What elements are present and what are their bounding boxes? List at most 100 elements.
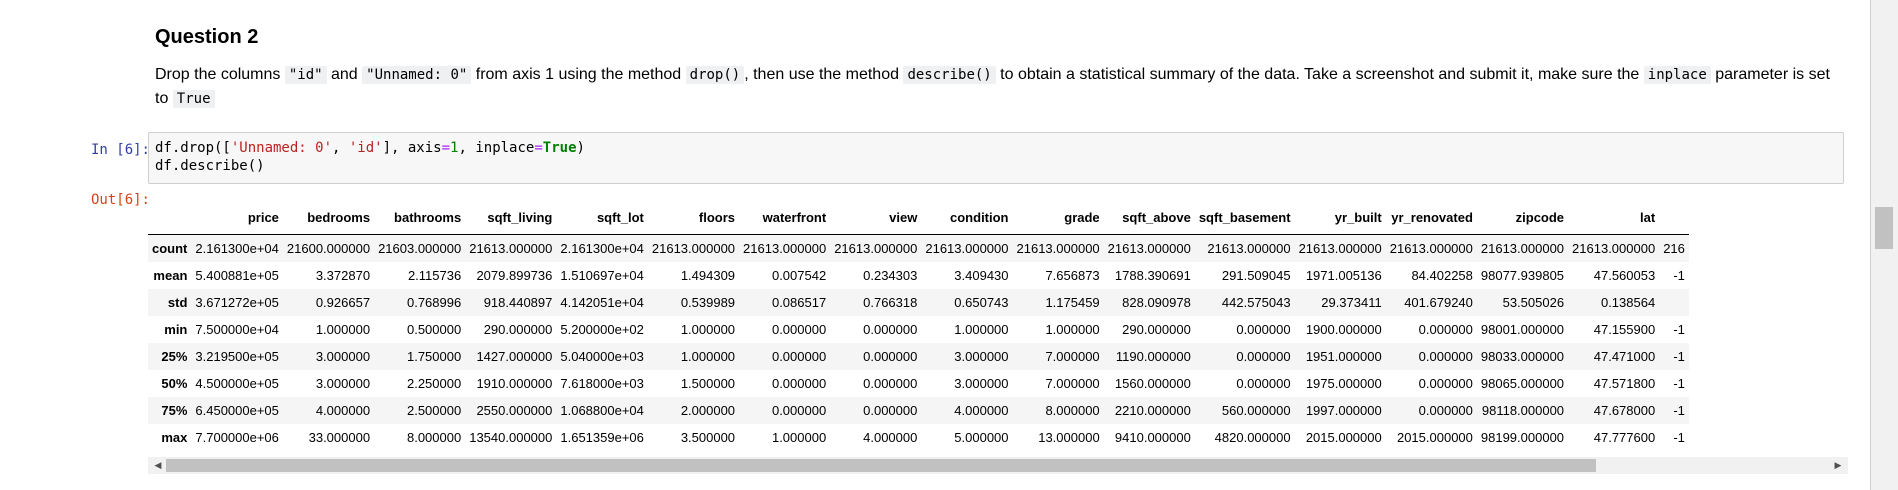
- table-cell: 291.509045: [1221, 268, 1291, 283]
- column-header: bedrooms: [282, 200, 375, 235]
- table-cell: 0.000000: [1418, 403, 1473, 418]
- instructions-paragraph: Drop the columns "id" and "Unnamed: 0" f…: [155, 63, 1845, 111]
- table-cell: 3.219500e+05: [195, 349, 279, 364]
- table-cell: 21600.000000: [286, 241, 371, 256]
- code-input[interactable]: df.drop(['Unnamed: 0', 'id'], axis=1, in…: [148, 132, 1844, 184]
- table-cell: 1.000000: [954, 322, 1009, 337]
- scroll-right-icon[interactable]: ▶: [1834, 460, 1842, 470]
- table-cell: [1659, 289, 1689, 316]
- column-header: floors: [647, 200, 740, 235]
- inline-code: "id": [284, 66, 327, 84]
- table-cell: 98118.000000: [1481, 403, 1565, 418]
- string-token: 'id': [348, 140, 383, 156]
- horizontal-scroll-thumb[interactable]: [166, 459, 1596, 472]
- column-header: lat: [1568, 200, 1660, 235]
- table-cell: 0.768996: [406, 295, 462, 310]
- table-cell: 918.440897: [483, 295, 553, 310]
- paragraph-text: , then use the method: [744, 66, 904, 83]
- table-cell: 0.000000: [1236, 376, 1291, 391]
- describe-table: price bedrooms bathrooms sqft_living sqft_lo…: [148, 200, 1689, 451]
- table-cell: -1: [1673, 322, 1685, 337]
- table-cell: 1788.390691: [1114, 268, 1191, 283]
- table-cell: 47.571800: [1593, 376, 1656, 391]
- code-line-2: df.describe(): [155, 158, 265, 174]
- table-cell: 21613.000000: [1389, 241, 1473, 256]
- column-header: yr_renovated: [1385, 200, 1477, 235]
- inline-code: inplace: [1643, 66, 1711, 84]
- horizontal-scrollbar[interactable]: ◀ ▶: [148, 457, 1848, 474]
- table-cell: 7.656873: [1045, 268, 1100, 283]
- table-row: 25% 3.219500e+05 3.000000 1.750000 1427.0000…: [148, 343, 1689, 370]
- table-cell: 4.000000: [315, 403, 371, 418]
- table-cell: 0.000000: [771, 403, 827, 418]
- number-token: 1: [450, 140, 459, 156]
- output-area: price bedrooms bathrooms sqft_living sqft_lo…: [148, 200, 1848, 475]
- inline-code: "Unnamed: 0": [362, 66, 472, 84]
- table-cell: 8.000000: [406, 430, 462, 445]
- table-cell: 21613.000000: [1298, 241, 1382, 256]
- table-cell: 3.000000: [315, 349, 371, 364]
- table-cell: 7.618000e+03: [560, 376, 644, 391]
- table-cell: 33.000000: [308, 430, 371, 445]
- table-cell: 47.777600: [1593, 430, 1656, 445]
- table-cell: 2.250000: [406, 376, 462, 391]
- table-cell: 1951.000000: [1305, 349, 1382, 364]
- scroll-left-icon[interactable]: ◀: [154, 460, 162, 470]
- table-cell: 1.175459: [1045, 295, 1100, 310]
- operator-token: =: [441, 140, 451, 156]
- table-cell: 21613.000000: [1572, 241, 1656, 256]
- paragraph-text: to obtain a statistical summary of the d…: [995, 66, 1644, 83]
- row-label: count: [152, 241, 188, 256]
- table-cell: 442.575043: [1221, 295, 1291, 310]
- table-cell: 4.000000: [863, 430, 918, 445]
- table-cell: 0.007542: [771, 268, 827, 283]
- table-cell: 290.000000: [1122, 322, 1191, 337]
- table-cell: 3.409430: [954, 268, 1009, 283]
- table-cell: 84.402258: [1411, 268, 1473, 283]
- table-cell: 290.000000: [483, 322, 553, 337]
- table-cell: 0.234303: [863, 268, 918, 283]
- table-cell: 47.155900: [1593, 322, 1656, 337]
- table-cell: -1: [1673, 349, 1685, 364]
- keyword-token: True: [542, 140, 577, 156]
- vertical-scrollbar[interactable]: [1871, 0, 1898, 490]
- row-label: 25%: [161, 349, 188, 364]
- operator-token: =: [534, 140, 543, 156]
- table-cell: 98001.000000: [1480, 322, 1565, 337]
- table-cell: 1190.000000: [1115, 349, 1191, 364]
- output-prompt: Out[6]:: [90, 192, 150, 208]
- table-cell: 1.500000: [680, 376, 736, 391]
- table-cell: 4.142051e+04: [560, 295, 644, 310]
- table-cell: 21613.000000: [469, 241, 553, 256]
- code-token: ): [576, 140, 585, 156]
- code-token: ,: [332, 140, 349, 156]
- table-row: 75% 6.450000e+05 4.000000 2.500000 2550.0000…: [148, 397, 1689, 424]
- table-cell: 0.766318: [863, 295, 918, 310]
- inline-code: describe(): [903, 66, 996, 84]
- table-cell: 560.000000: [1221, 403, 1291, 418]
- table-cell: 5.000000: [954, 430, 1009, 445]
- code-token: ], axis: [382, 140, 442, 156]
- vertical-scroll-thumb[interactable]: [1875, 207, 1893, 249]
- table-cell: 3.000000: [315, 376, 371, 391]
- column-header: [1659, 200, 1689, 235]
- paragraph-text: parameter is set to: [155, 66, 1830, 107]
- table-cell: 2079.899736: [476, 268, 553, 283]
- table-cell: 0.000000: [1418, 376, 1473, 391]
- column-header: price: [191, 200, 283, 235]
- table-cell: 21613.000000: [1207, 241, 1291, 256]
- table-cell: 47.560053: [1593, 268, 1656, 283]
- table-row: min 7.500000e+04 1.000000 0.500000 290.00000…: [148, 316, 1689, 343]
- table-cell: 0.000000: [1418, 322, 1473, 337]
- table-cell: 21613.000000: [925, 241, 1009, 256]
- table-cell: 0.000000: [863, 376, 918, 391]
- table-cell: 3.372870: [315, 268, 371, 283]
- table-cell: 53.505026: [1502, 295, 1565, 310]
- table-cell: 5.040000e+03: [560, 349, 644, 364]
- table-row: mean 5.400881e+05 3.372870 2.115736 2079.899…: [148, 262, 1689, 289]
- table-cell: 4820.000000: [1214, 430, 1291, 445]
- table-cell: 13.000000: [1038, 430, 1100, 445]
- paragraph-text: from axis 1 using the method: [471, 66, 686, 83]
- table-row: std 3.671272e+05 0.926657 0.768996 918.44089…: [148, 289, 1689, 316]
- markdown-cell[interactable]: Question 2 Drop the columns "id" and "Un…: [155, 26, 1855, 111]
